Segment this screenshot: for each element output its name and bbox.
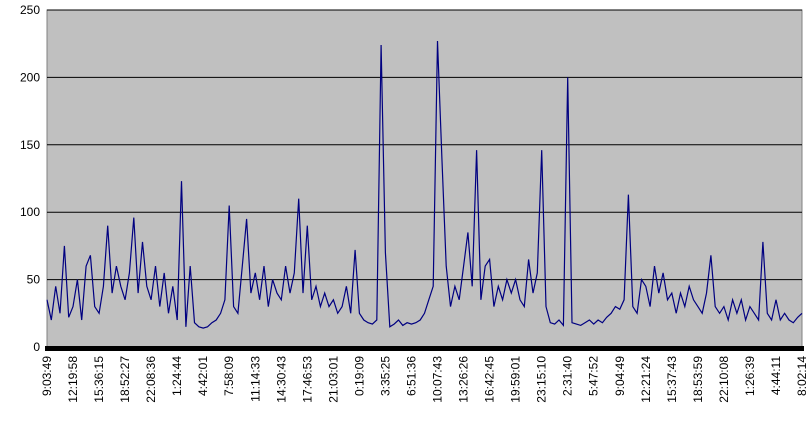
x-tick-label: 22:10:08 — [717, 356, 731, 403]
x-tick-label: 8:02:14 — [795, 356, 809, 396]
x-tick-label: 4:44:11 — [769, 356, 783, 395]
x-tick-label: 23:15:10 — [535, 356, 549, 403]
x-tick-label: 1:26:39 — [743, 356, 757, 396]
x-tick-label: 10:07:43 — [431, 356, 445, 403]
x-tick-label: 12:21:24 — [639, 356, 653, 403]
x-axis — [45, 346, 804, 351]
plot-area — [46, 9, 803, 348]
x-tick-label: 19:59:01 — [509, 356, 523, 403]
x-tick-label: 16:42:45 — [483, 356, 497, 403]
x-tick-label: 18:53:59 — [691, 356, 705, 403]
y-tick-label: 200 — [20, 70, 40, 84]
x-tick-label: 9:03:49 — [40, 356, 54, 396]
y-tick-label: 100 — [20, 205, 40, 219]
x-tick-label: 1:24:44 — [170, 356, 184, 396]
x-tick-label: 12:19:58 — [66, 356, 80, 403]
x-tick-label: 11:14:33 — [248, 356, 262, 402]
y-tick-label: 50 — [27, 273, 41, 287]
x-tick-label: 0:19:09 — [352, 356, 366, 396]
x-tick-label: 13:26:26 — [457, 356, 471, 403]
x-tick-label: 3:35:25 — [378, 356, 392, 396]
data-line — [46, 40, 803, 329]
x-tick-label: 6:51:36 — [404, 356, 418, 396]
x-tick-label: 15:37:43 — [665, 356, 679, 403]
x-tick-label: 4:42:01 — [196, 356, 210, 396]
x-tick-label: 21:03:01 — [326, 356, 340, 403]
x-tick-label: 18:52:27 — [118, 356, 132, 403]
x-tick-label: 14:30:43 — [274, 356, 288, 403]
x-tick-label: 7:58:09 — [222, 356, 236, 396]
y-tick-label: 250 — [20, 3, 40, 17]
x-tick-label: 22:08:36 — [144, 356, 158, 403]
x-tick-label: 15:36:15 — [92, 356, 106, 403]
x-tick-label: 5:47:52 — [587, 356, 601, 396]
x-tick-label: 17:46:53 — [300, 356, 314, 403]
x-tick-label: 9:04:49 — [613, 356, 627, 396]
y-tick-label: 0 — [33, 340, 40, 354]
y-tick-label: 150 — [20, 138, 40, 152]
x-tick-label: 2:31:40 — [561, 356, 575, 396]
